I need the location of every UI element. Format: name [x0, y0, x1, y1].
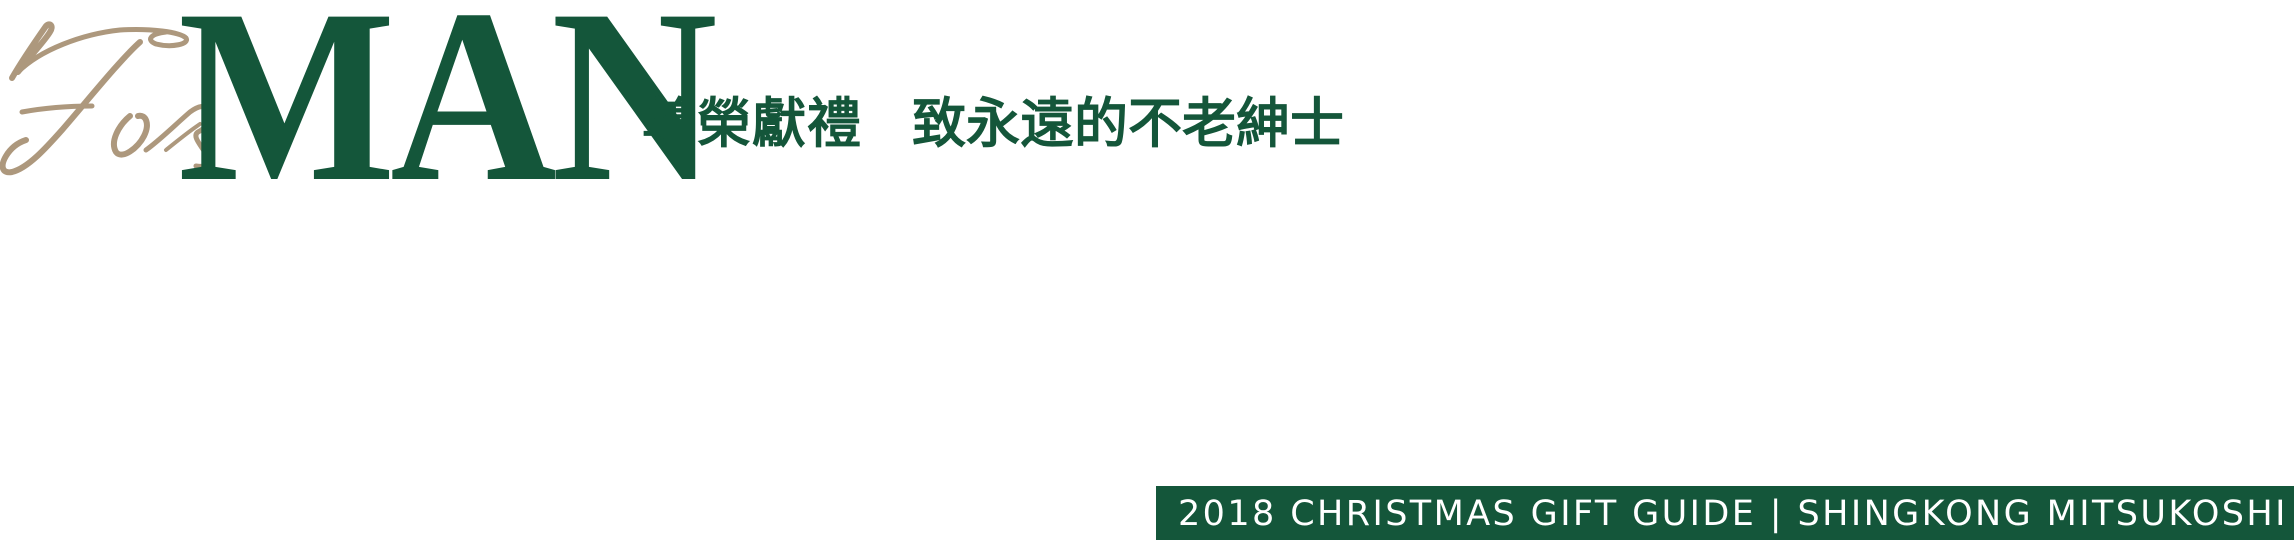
headline-tribute: 尊榮獻禮: [642, 96, 862, 150]
headline-gentleman: 致永遠的不老紳士: [912, 96, 1344, 150]
o-letter: [114, 116, 147, 155]
f-top-bar: [18, 29, 187, 72]
banner-text: 2018 CHRISTMAS GIFT GUIDE | SHINGKONG MI…: [1178, 494, 2288, 534]
gift-guide-banner: 2018 CHRISTMAS GIFT GUIDE | SHINGKONG MI…: [1156, 486, 2294, 540]
man-logo-word: MAN: [178, 0, 712, 220]
